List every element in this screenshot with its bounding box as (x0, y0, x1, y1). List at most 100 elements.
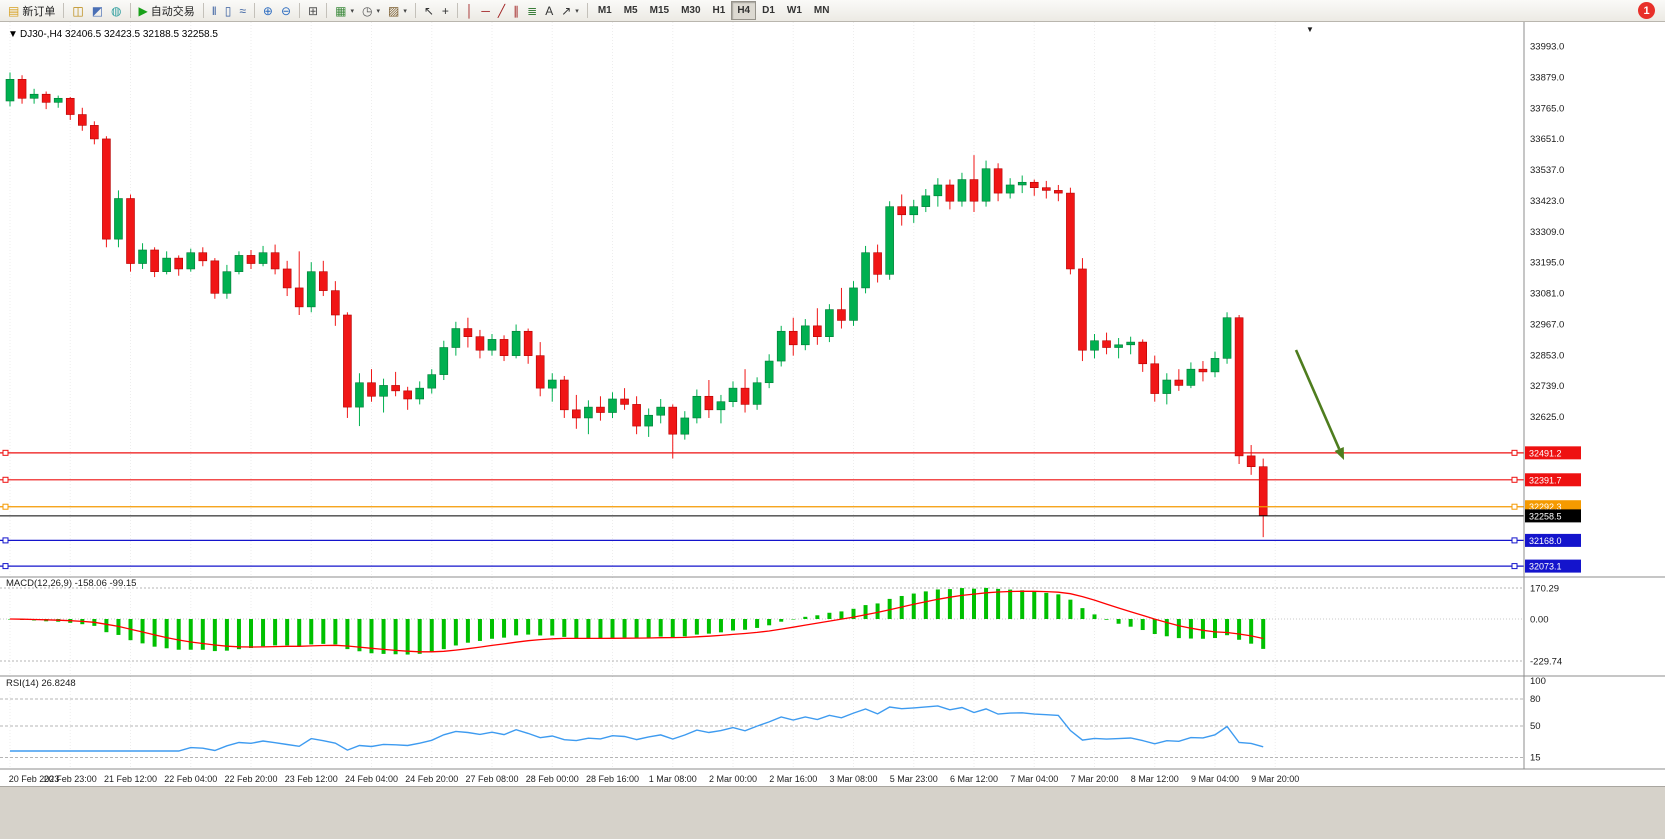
macd-histogram-bar (911, 593, 916, 619)
chart-shift-marker[interactable]: ▼ (1306, 25, 1314, 34)
candle (17, 79, 27, 99)
fibonacci-tool-icon[interactable]: ≣ (523, 2, 541, 20)
auto-trading-button[interactable]: ▶ 自动交易 (135, 2, 199, 20)
channel-tool-icon[interactable]: ∥ (509, 2, 523, 20)
arrow-head (1334, 447, 1344, 460)
market-watch-icon[interactable]: ◫ (68, 2, 87, 20)
resistance-line-32491-handle-left[interactable] (2, 449, 9, 456)
timeframe-d1[interactable]: D1 (756, 1, 781, 20)
time-axis-label: 7 Mar 20:00 (1070, 774, 1118, 784)
price-axis-label: 33651.0 (1530, 134, 1564, 145)
candle (174, 257, 183, 270)
arrows-tool-icon-caret[interactable]: ▾ (575, 7, 579, 15)
macd-histogram-bar (369, 619, 374, 654)
support-line-32073-price-tag-label: 32073.1 (1529, 562, 1562, 572)
one-click-trading-caret[interactable]: ▼ (8, 29, 18, 40)
macd-histogram-bar (345, 619, 350, 650)
macd-histogram-bar (550, 619, 555, 636)
zoom-out-icon[interactable]: ⊖ (277, 2, 295, 20)
new-order-button-icon: ▤ (8, 3, 20, 18)
vertical-line-tool-icon-glyph: │ (465, 3, 474, 18)
support-line-32168-handle-left[interactable] (2, 537, 9, 544)
support-line-32168-handle-right[interactable] (1511, 537, 1518, 544)
macd-histogram-bar (634, 619, 639, 638)
macd-histogram-bar (803, 616, 808, 619)
new-chart-button-caret[interactable]: ▾ (350, 7, 354, 15)
macd-histogram-bar (574, 619, 579, 639)
macd-histogram-bar (176, 619, 181, 650)
zoom-out-icon-glyph: ⊖ (280, 3, 292, 18)
community-icon[interactable]: ◍ (107, 2, 125, 20)
navigator-icon[interactable]: ◩ (88, 2, 107, 20)
timeframe-m1[interactable]: M1 (592, 1, 618, 20)
candle (1258, 466, 1268, 516)
candle (909, 206, 919, 216)
macd-histogram-bar (1249, 619, 1254, 644)
time-axis-label: 7 Mar 04:00 (1010, 774, 1058, 784)
macd-histogram-bar (1008, 589, 1013, 619)
macd-panel[interactable]: 170.29 0.00 -229.74 (0, 584, 1562, 668)
timeframe-m30[interactable]: M30 (675, 1, 706, 20)
timeframe-w1[interactable]: W1 (781, 1, 808, 20)
candle (102, 138, 111, 240)
timeframe-m15[interactable]: M15 (644, 1, 675, 20)
support-line-32292-handle-right[interactable] (1511, 503, 1518, 510)
navigator-icon-glyph: ◩ (91, 3, 104, 18)
arrows-tool-icon[interactable]: ↗ ▾ (557, 2, 583, 20)
timeframe-h1[interactable]: H1 (707, 1, 732, 20)
zoom-in-icon[interactable]: ⊕ (259, 2, 277, 20)
candle (897, 206, 907, 216)
support-line-32292-handle-left[interactable] (2, 503, 9, 510)
chart-canvas[interactable]: 33993.0 33879.0 33765.0 33651.0 33537.0 33423… (0, 22, 1665, 786)
macd-histogram-bar (935, 589, 940, 619)
macd-histogram-bar (164, 619, 169, 649)
trendline-tool-icon-glyph: ╱ (497, 3, 506, 18)
tile-windows-icon[interactable]: ⊞ (304, 2, 322, 20)
candle (439, 347, 449, 375)
macd-histogram-bar (393, 619, 398, 655)
line-chart-mode-icon[interactable]: ≈ (235, 2, 250, 20)
timeframe-m5[interactable]: M5 (618, 1, 644, 20)
trendline-tool-icon[interactable]: ╱ (494, 2, 509, 20)
crosshair-tool-icon[interactable]: + (438, 2, 453, 20)
timeframe-h4[interactable]: H4 (731, 1, 757, 20)
templates-button-caret[interactable]: ▾ (403, 7, 407, 15)
macd-histogram-bar (887, 598, 892, 619)
resistance-line-32391-handle-right[interactable] (1511, 476, 1518, 483)
timeframe-d1-label: D1 (762, 5, 775, 16)
candle (1042, 187, 1051, 191)
templates-button[interactable]: ▨ ▾ (384, 2, 411, 20)
price-axis[interactable]: 33993.0 33879.0 33765.0 33651.0 33537.0 33423… (1523, 22, 1581, 769)
macd-histogram-bar (875, 603, 880, 619)
resistance-line-32491-handle-right[interactable] (1511, 449, 1518, 456)
bar-chart-mode-icon[interactable]: ‖ (208, 2, 221, 20)
candle (150, 249, 159, 272)
grid-lines (9, 22, 1276, 769)
macd-histogram-bar (1032, 591, 1037, 619)
window-bottom-chrome (0, 786, 1665, 839)
cursor-tool-icon[interactable]: ↖ (420, 2, 438, 20)
support-line-32073-handle-right[interactable] (1511, 563, 1518, 570)
candle (318, 271, 328, 291)
new-chart-button[interactable]: ▦ ▾ (331, 2, 358, 20)
text-tool-icon[interactable]: A (541, 2, 557, 20)
vertical-line-tool-icon[interactable]: │ (462, 2, 478, 20)
rsi-panel[interactable]: 100 80 50 15 (0, 676, 1546, 764)
timeframe-mn[interactable]: MN (808, 1, 836, 20)
candle (53, 97, 63, 103)
horizontal-line-tool-icon[interactable]: ─ (477, 2, 494, 20)
candle (1066, 192, 1075, 270)
arrow-shaft[interactable] (1294, 349, 1341, 450)
resistance-line-32391-handle-left[interactable] (2, 476, 9, 483)
profiles-button[interactable]: ◷ ▾ (358, 2, 384, 20)
notification-badge[interactable]: 1 (1638, 2, 1655, 19)
new-order-button[interactable]: ▤ 新订单 (4, 2, 59, 20)
time-axis-label: 9 Mar 20:00 (1251, 774, 1299, 784)
arrow-annotation[interactable] (1294, 349, 1344, 460)
profiles-button-caret[interactable]: ▾ (376, 7, 380, 15)
support-line-32073-handle-left[interactable] (2, 563, 9, 570)
macd-histogram-bar (152, 619, 157, 647)
macd-histogram-bar (1200, 619, 1205, 639)
candlestick-mode-icon[interactable]: ▯ (221, 2, 236, 20)
